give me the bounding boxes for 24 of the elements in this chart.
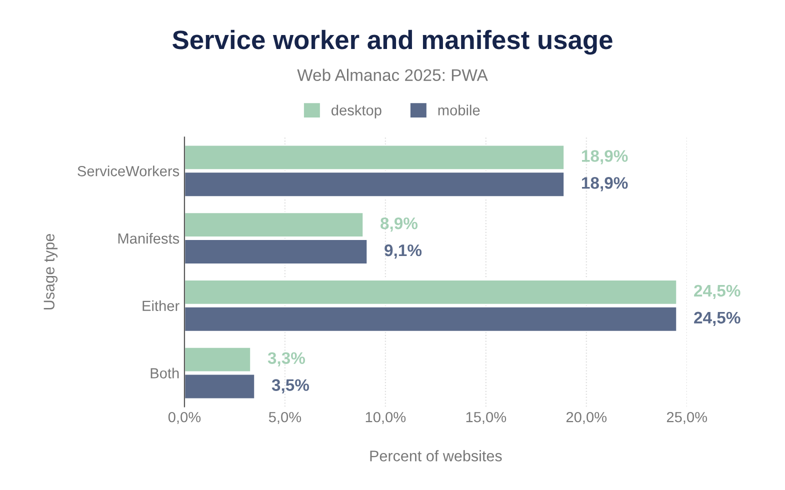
x-tick-label: 0,0%	[168, 412, 201, 424]
data-label: 24,5%	[694, 284, 740, 300]
x-tick-label: 20,0%	[566, 412, 607, 424]
x-tick-label: 15,0%	[466, 412, 506, 424]
data-label: 3,5%	[272, 379, 310, 394]
chart-title: Service worker and manifest usage	[172, 30, 612, 55]
y-tick-label: Manifests	[118, 232, 180, 244]
legend-label: mobile	[438, 104, 480, 116]
x-tick-label: 5,0%	[268, 412, 302, 424]
data-label: 18,9%	[582, 150, 628, 164]
y-tick-label: Either	[142, 300, 180, 312]
data-label: 24,5%	[694, 312, 740, 326]
data-label: 9,1%	[384, 244, 422, 259]
x-tick-label: 25,0%	[666, 412, 708, 424]
y-tick-label: ServiceWorkers	[78, 166, 180, 176]
legend-label: desktop	[332, 104, 382, 118]
y-tick-label: Both	[150, 368, 179, 378]
data-label: 8,9%	[380, 217, 418, 232]
x-tick-label: 10,0%	[366, 412, 406, 424]
x-axis-title: Percent of websites	[370, 450, 502, 462]
y-axis-title: Usage type	[44, 234, 58, 310]
data-label: 3,3%	[268, 352, 306, 366]
chart-subtitle: Web Almanac 2025: PWA	[297, 68, 488, 82]
data-label: 18,9%	[582, 177, 628, 192]
